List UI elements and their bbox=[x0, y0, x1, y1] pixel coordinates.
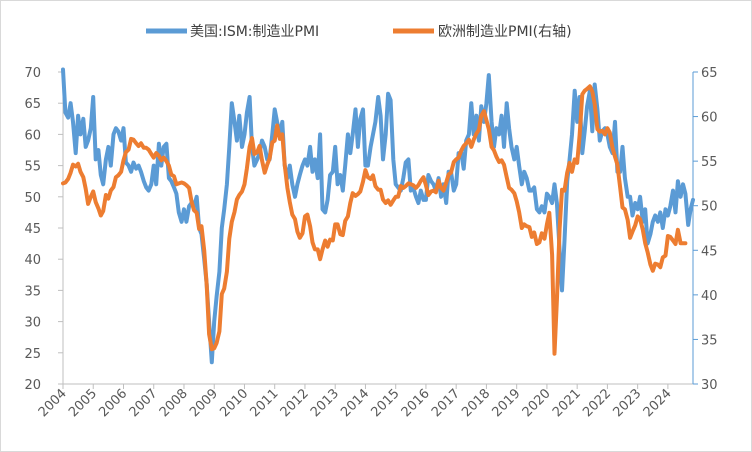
x-tick-label: 2017 bbox=[429, 386, 463, 420]
x-tick-label: 2012 bbox=[278, 386, 312, 420]
legend-label-us: 美国:ISM:制造业PMI bbox=[190, 24, 319, 40]
x-axis-ticks: 2004200520062007200820092010201120122013… bbox=[36, 384, 675, 420]
x-tick-label: 2008 bbox=[157, 386, 191, 420]
x-tick-label: 2015 bbox=[369, 386, 403, 420]
y-tick-right-label: 60 bbox=[701, 111, 718, 126]
x-tick-label: 2006 bbox=[96, 386, 130, 420]
x-tick-label: 2024 bbox=[641, 386, 675, 420]
y-tick-left-label: 40 bbox=[24, 253, 41, 268]
y-tick-left-label: 30 bbox=[24, 316, 41, 331]
legend-label-eu: 欧洲制造业PMI(右轴) bbox=[438, 24, 572, 40]
x-tick-label: 2016 bbox=[399, 386, 433, 420]
y-tick-right-label: 45 bbox=[701, 244, 718, 259]
plot-area: 2004200520062007200820092010201120122013… bbox=[24, 66, 717, 420]
legend: 美国:ISM:制造业PMI 欧洲制造业PMI(右轴) bbox=[146, 24, 572, 40]
y-tick-left-label: 70 bbox=[24, 66, 41, 81]
x-tick-label: 2021 bbox=[550, 386, 584, 420]
y-axis-left-ticks: 70 65 60 55 50 45 40 35 30 25 20 bbox=[24, 66, 63, 393]
y-tick-right-label: 35 bbox=[701, 333, 718, 348]
y-tick-left-label: 35 bbox=[24, 284, 41, 299]
x-tick-label: 2009 bbox=[187, 386, 221, 420]
y-tick-left-label: 50 bbox=[24, 191, 41, 206]
x-tick-label: 2023 bbox=[610, 386, 644, 420]
y-tick-right-label: 30 bbox=[701, 378, 718, 393]
x-tick-label: 2013 bbox=[308, 386, 342, 420]
y-tick-right-label: 65 bbox=[701, 66, 718, 81]
x-tick-label: 2011 bbox=[248, 386, 282, 420]
x-tick-label: 2018 bbox=[459, 386, 493, 420]
x-tick-label: 2022 bbox=[580, 386, 614, 420]
y-tick-right-label: 55 bbox=[701, 155, 718, 170]
series-line-euro-pmi bbox=[61, 84, 688, 356]
y-tick-left-label: 60 bbox=[24, 128, 41, 143]
x-tick-label: 2020 bbox=[520, 386, 554, 420]
x-tick-label: 2010 bbox=[217, 386, 251, 420]
x-tick-label: 2019 bbox=[489, 386, 523, 420]
y-tick-left-label: 45 bbox=[24, 222, 41, 237]
x-tick-label: 2005 bbox=[66, 386, 100, 420]
y-axis-right-ticks: 65 60 55 50 45 40 35 30 bbox=[693, 66, 718, 393]
x-tick-label: 2014 bbox=[338, 386, 372, 420]
series-layer bbox=[61, 67, 695, 365]
x-tick-label: 2007 bbox=[127, 386, 161, 420]
y-tick-left-label: 20 bbox=[24, 378, 41, 393]
y-tick-left-label: 25 bbox=[24, 347, 41, 362]
y-tick-right-label: 50 bbox=[701, 200, 718, 215]
y-tick-right-label: 40 bbox=[701, 289, 718, 304]
series-line-us-ism-pmi bbox=[61, 67, 695, 365]
y-tick-left-label: 55 bbox=[24, 160, 41, 175]
y-tick-left-label: 65 bbox=[24, 97, 41, 112]
